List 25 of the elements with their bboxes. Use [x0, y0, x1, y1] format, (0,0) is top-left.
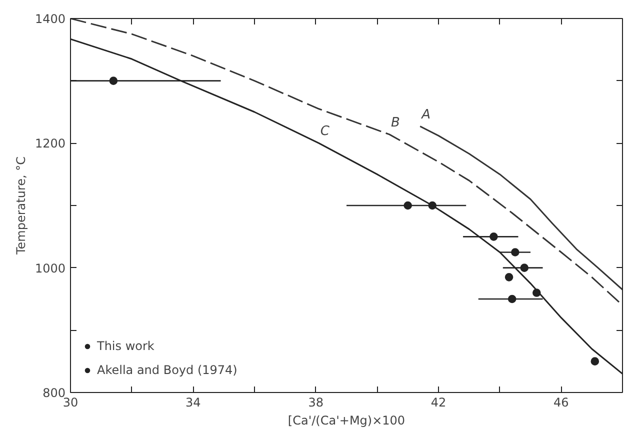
point	[520, 264, 529, 272]
x-tick-label: 38	[308, 396, 324, 410]
x-tick-label: 34	[186, 396, 201, 410]
y-tick-label: 1200	[34, 136, 66, 151]
point	[511, 248, 520, 256]
annotation: C	[320, 124, 330, 140]
x-axis-title: [Ca'/(Ca'+Mg)×100	[288, 414, 406, 428]
line-series	[419, 126, 622, 290]
y-tick-label: 1400	[34, 12, 66, 26]
point	[109, 76, 118, 85]
point	[404, 201, 412, 210]
annotation: A	[420, 107, 431, 122]
y-axis-title: Temperature, °C	[14, 156, 28, 256]
annotation: B	[390, 115, 400, 130]
y-tick-label: 1000	[34, 261, 66, 276]
point	[508, 294, 516, 304]
x-tick-label: 42	[430, 396, 446, 410]
point	[490, 232, 498, 241]
legend-label: Akella and Boyd (1974)	[97, 363, 238, 377]
x-tick-label: 30	[62, 396, 78, 410]
legend-label: This work	[97, 339, 154, 353]
x-tick-label: 46	[554, 396, 569, 410]
point	[504, 273, 514, 282]
point	[590, 357, 600, 366]
y-tick-label: 800	[42, 386, 66, 400]
